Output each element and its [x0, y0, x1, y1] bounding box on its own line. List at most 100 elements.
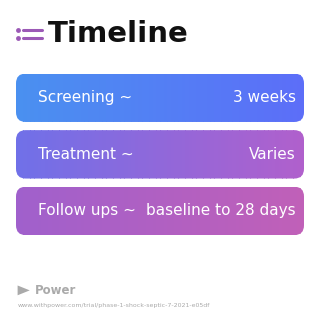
- Bar: [171, 130, 175, 179]
- Bar: [286, 130, 290, 179]
- Bar: [117, 187, 121, 235]
- Bar: [113, 74, 117, 122]
- FancyBboxPatch shape: [16, 74, 304, 122]
- Bar: [70, 74, 74, 122]
- Bar: [84, 187, 89, 235]
- Bar: [225, 130, 229, 179]
- Bar: [268, 187, 272, 235]
- Bar: [297, 74, 301, 122]
- Bar: [164, 130, 168, 179]
- Text: Varies: Varies: [249, 147, 296, 162]
- Bar: [67, 187, 71, 235]
- Bar: [221, 187, 225, 235]
- Bar: [124, 130, 128, 179]
- Bar: [200, 130, 204, 179]
- Bar: [99, 130, 103, 179]
- Bar: [142, 74, 146, 122]
- Bar: [149, 187, 154, 235]
- Bar: [185, 130, 189, 179]
- Bar: [146, 130, 150, 179]
- Bar: [99, 74, 103, 122]
- Bar: [228, 130, 233, 179]
- Bar: [232, 187, 236, 235]
- Bar: [253, 74, 258, 122]
- Bar: [211, 187, 215, 235]
- Bar: [20, 187, 24, 235]
- Bar: [45, 187, 49, 235]
- Bar: [297, 187, 301, 235]
- Bar: [290, 130, 294, 179]
- Bar: [189, 130, 193, 179]
- Bar: [297, 130, 301, 179]
- Bar: [20, 130, 24, 179]
- Bar: [164, 74, 168, 122]
- Bar: [142, 130, 146, 179]
- Text: Follow ups ~: Follow ups ~: [38, 203, 136, 218]
- Bar: [135, 74, 139, 122]
- Bar: [214, 187, 218, 235]
- Bar: [113, 187, 117, 235]
- Bar: [250, 187, 254, 235]
- Bar: [131, 187, 135, 235]
- Bar: [59, 187, 63, 235]
- Bar: [264, 187, 269, 235]
- Bar: [167, 187, 172, 235]
- Bar: [300, 130, 305, 179]
- Bar: [30, 187, 35, 235]
- Bar: [88, 130, 92, 179]
- Bar: [246, 187, 251, 235]
- Bar: [214, 74, 218, 122]
- Bar: [95, 130, 100, 179]
- Bar: [63, 187, 67, 235]
- Bar: [160, 74, 164, 122]
- Bar: [156, 74, 161, 122]
- Bar: [268, 130, 272, 179]
- Text: www.withpower.com/trial/phase-1-shock-septic-7-2021-e05df: www.withpower.com/trial/phase-1-shock-se…: [18, 302, 210, 308]
- Bar: [261, 130, 265, 179]
- Bar: [124, 74, 128, 122]
- Bar: [81, 74, 85, 122]
- Bar: [178, 74, 182, 122]
- Bar: [225, 187, 229, 235]
- Bar: [283, 74, 287, 122]
- Bar: [38, 187, 42, 235]
- Bar: [106, 130, 110, 179]
- Bar: [272, 74, 276, 122]
- Bar: [192, 130, 197, 179]
- Bar: [56, 74, 60, 122]
- Bar: [171, 187, 175, 235]
- Bar: [236, 74, 240, 122]
- Bar: [67, 74, 71, 122]
- Bar: [77, 187, 81, 235]
- Bar: [167, 130, 172, 179]
- Bar: [300, 74, 305, 122]
- Bar: [253, 130, 258, 179]
- Bar: [156, 130, 161, 179]
- Bar: [207, 74, 211, 122]
- Bar: [74, 130, 78, 179]
- Bar: [174, 74, 179, 122]
- Bar: [23, 74, 28, 122]
- Bar: [109, 74, 114, 122]
- Bar: [160, 130, 164, 179]
- Bar: [95, 74, 100, 122]
- Bar: [196, 130, 200, 179]
- Bar: [109, 187, 114, 235]
- Bar: [239, 130, 244, 179]
- Bar: [264, 74, 269, 122]
- Bar: [279, 187, 283, 235]
- Bar: [300, 187, 305, 235]
- Bar: [124, 187, 128, 235]
- Bar: [283, 130, 287, 179]
- Bar: [139, 187, 143, 235]
- Text: baseline to 28 days: baseline to 28 days: [146, 203, 296, 218]
- Bar: [106, 187, 110, 235]
- Bar: [120, 187, 124, 235]
- Bar: [52, 187, 56, 235]
- Bar: [257, 130, 261, 179]
- Bar: [56, 187, 60, 235]
- Bar: [16, 74, 20, 122]
- Bar: [156, 187, 161, 235]
- Bar: [290, 187, 294, 235]
- Bar: [225, 74, 229, 122]
